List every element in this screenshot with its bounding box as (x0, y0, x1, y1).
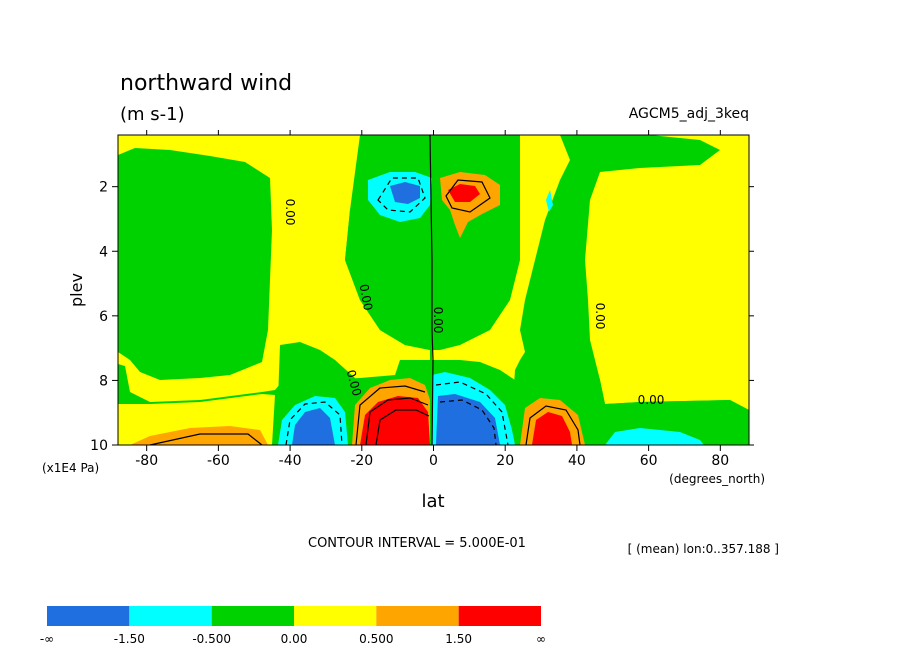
x-tick-label: -80 (135, 453, 158, 469)
contour-zero-equator (429, 134, 434, 446)
zero-label-1: 0.00 (283, 199, 297, 226)
chart-title: northward wind (120, 71, 292, 96)
x-tick-label: 0 (429, 453, 438, 469)
legend-label: ∞ (536, 632, 546, 646)
y-axis-units: (x1E4 Pa) (42, 461, 99, 475)
x-tick-label: -60 (207, 453, 230, 469)
legend-swatch (211, 606, 294, 626)
fill-blue-upper (390, 182, 420, 204)
fill-green-upper-left (118, 148, 272, 380)
y-axis: 2 4 6 8 10 (90, 180, 754, 454)
y-axis-label: plev (67, 273, 86, 307)
legend-swatch (294, 606, 377, 626)
y-tick-label: 8 (99, 373, 108, 389)
contour-solid-lower-far-left (149, 433, 263, 446)
x-tick-label: 40 (568, 453, 586, 469)
y-tick-label: 4 (99, 244, 108, 260)
legend-swatch (376, 606, 459, 626)
contour-interval: CONTOUR INTERVAL = 5.000E-01 (308, 536, 526, 551)
x-axis-units: (degrees_north) (669, 472, 765, 486)
contour-dashed-lower-left (285, 401, 343, 446)
zero-label-4: 0.00 (593, 303, 607, 330)
color-legend: -∞ -1.50 -0.500 0.00 0.500 1.50 ∞ (40, 606, 546, 646)
contour-fills (118, 135, 749, 445)
x-axis-label: lat (421, 491, 444, 512)
x-tick-label: -20 (350, 453, 373, 469)
zero-labels: 0.00 0.00 0.00 0.00 0.00 0.00 (283, 199, 664, 407)
legend-label: -∞ (40, 632, 54, 646)
legend-swatch (47, 606, 130, 626)
chart-units: (m s-1) (120, 104, 185, 125)
fill-cyan-speck (546, 190, 553, 212)
legend-label: 1.50 (445, 632, 472, 646)
x-tick-label: 20 (496, 453, 514, 469)
x-tick-label: 60 (640, 453, 658, 469)
legend-label: -0.500 (192, 632, 231, 646)
y-tick-label: 2 (99, 180, 108, 196)
y-tick-label: 6 (99, 309, 108, 325)
contour-solid-lower-left-2 (365, 397, 429, 446)
legend-swatch (129, 606, 212, 626)
zero-label-2: 0.00 (357, 283, 375, 312)
x-axis: -80 -60 -40 -20 0 20 40 60 80 (135, 130, 729, 469)
legend-label: -1.50 (114, 632, 145, 646)
fill-orange-lower-far-left (130, 426, 268, 445)
dataset-name: AGCM5_adj_3keq (629, 106, 749, 122)
y-tick-label: 10 (90, 438, 108, 454)
contour-solid-lower-left-1 (355, 385, 426, 446)
legend-label: 0.00 (281, 632, 308, 646)
contour-dashed-upper (377, 177, 426, 213)
legend-label: 0.500 (359, 632, 393, 646)
contour-solid-upper (445, 179, 491, 213)
x-tick-label: -40 (279, 453, 302, 469)
fill-red-lower-right (532, 412, 572, 445)
legend-swatch (458, 606, 541, 626)
contour-lines (149, 134, 581, 446)
fill-red-upper (448, 184, 480, 202)
fill-cyan-lower-far-right (605, 428, 704, 445)
fill-blue-lower-left (292, 408, 335, 445)
contour-solid-lower-right (525, 405, 581, 446)
zero-label-5: 0.00 (344, 368, 364, 397)
mean-info: [ (mean) lon:0..357.188 ] (628, 542, 779, 556)
zero-label-3: 0.00 (431, 307, 445, 334)
fill-blue-lower-right (436, 394, 500, 445)
contour-solid-lower-left-3 (375, 409, 430, 446)
zero-label-6: 0.00 (638, 393, 665, 407)
x-tick-label: 80 (711, 453, 729, 469)
